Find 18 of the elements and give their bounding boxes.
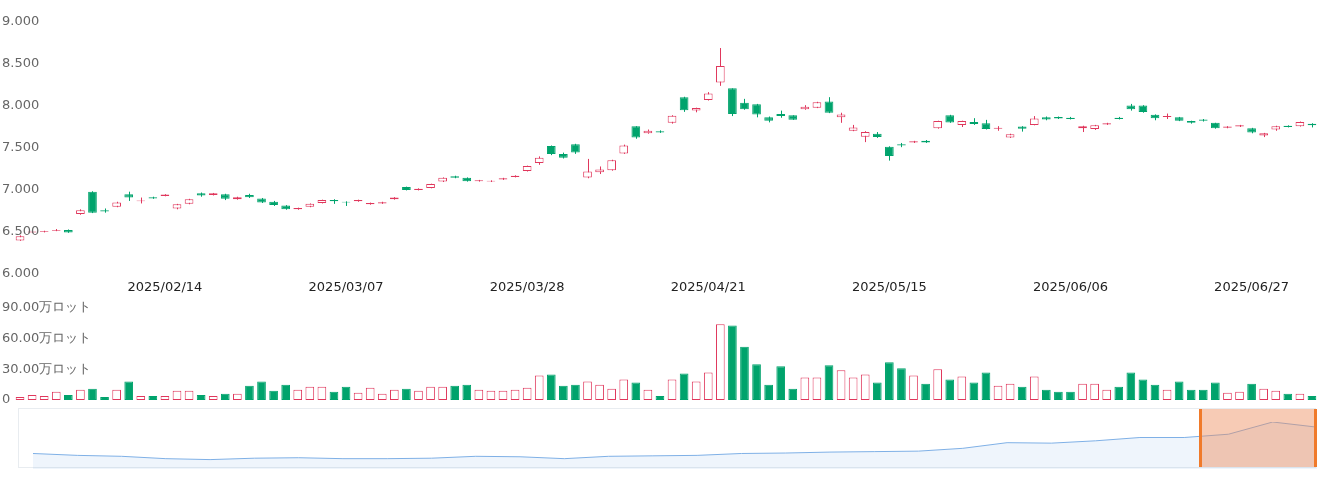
x-tick-label: 2025/03/07: [308, 279, 384, 295]
x-tick-label: 2025/03/28: [489, 279, 565, 295]
y-tick-label: 7.500: [2, 139, 40, 155]
y-tick-label: 30.00万ロット: [2, 360, 92, 376]
y-tick-label: 8.000: [2, 97, 40, 113]
x-tick-label: 2025/04/21: [670, 279, 746, 295]
x-tick-label: 2025/05/15: [851, 279, 927, 295]
y-tick-label: 0: [2, 391, 11, 407]
x-tick-label: 2025/02/14: [127, 279, 203, 295]
y-tick-label: 8.500: [2, 55, 40, 71]
y-tick-label: 6.500: [2, 223, 40, 239]
y-tick-label: 9.000: [2, 13, 40, 29]
x-tick-label: 2025/06/27: [1214, 279, 1290, 295]
x-tick-label: 2025/06/06: [1033, 279, 1108, 295]
y-tick-label: 90.00万ロット: [2, 299, 92, 315]
y-tick-label: 60.00万ロット: [2, 330, 92, 346]
y-tick-label: 6.000: [2, 265, 40, 281]
y-tick-label: 7.000: [2, 181, 40, 197]
